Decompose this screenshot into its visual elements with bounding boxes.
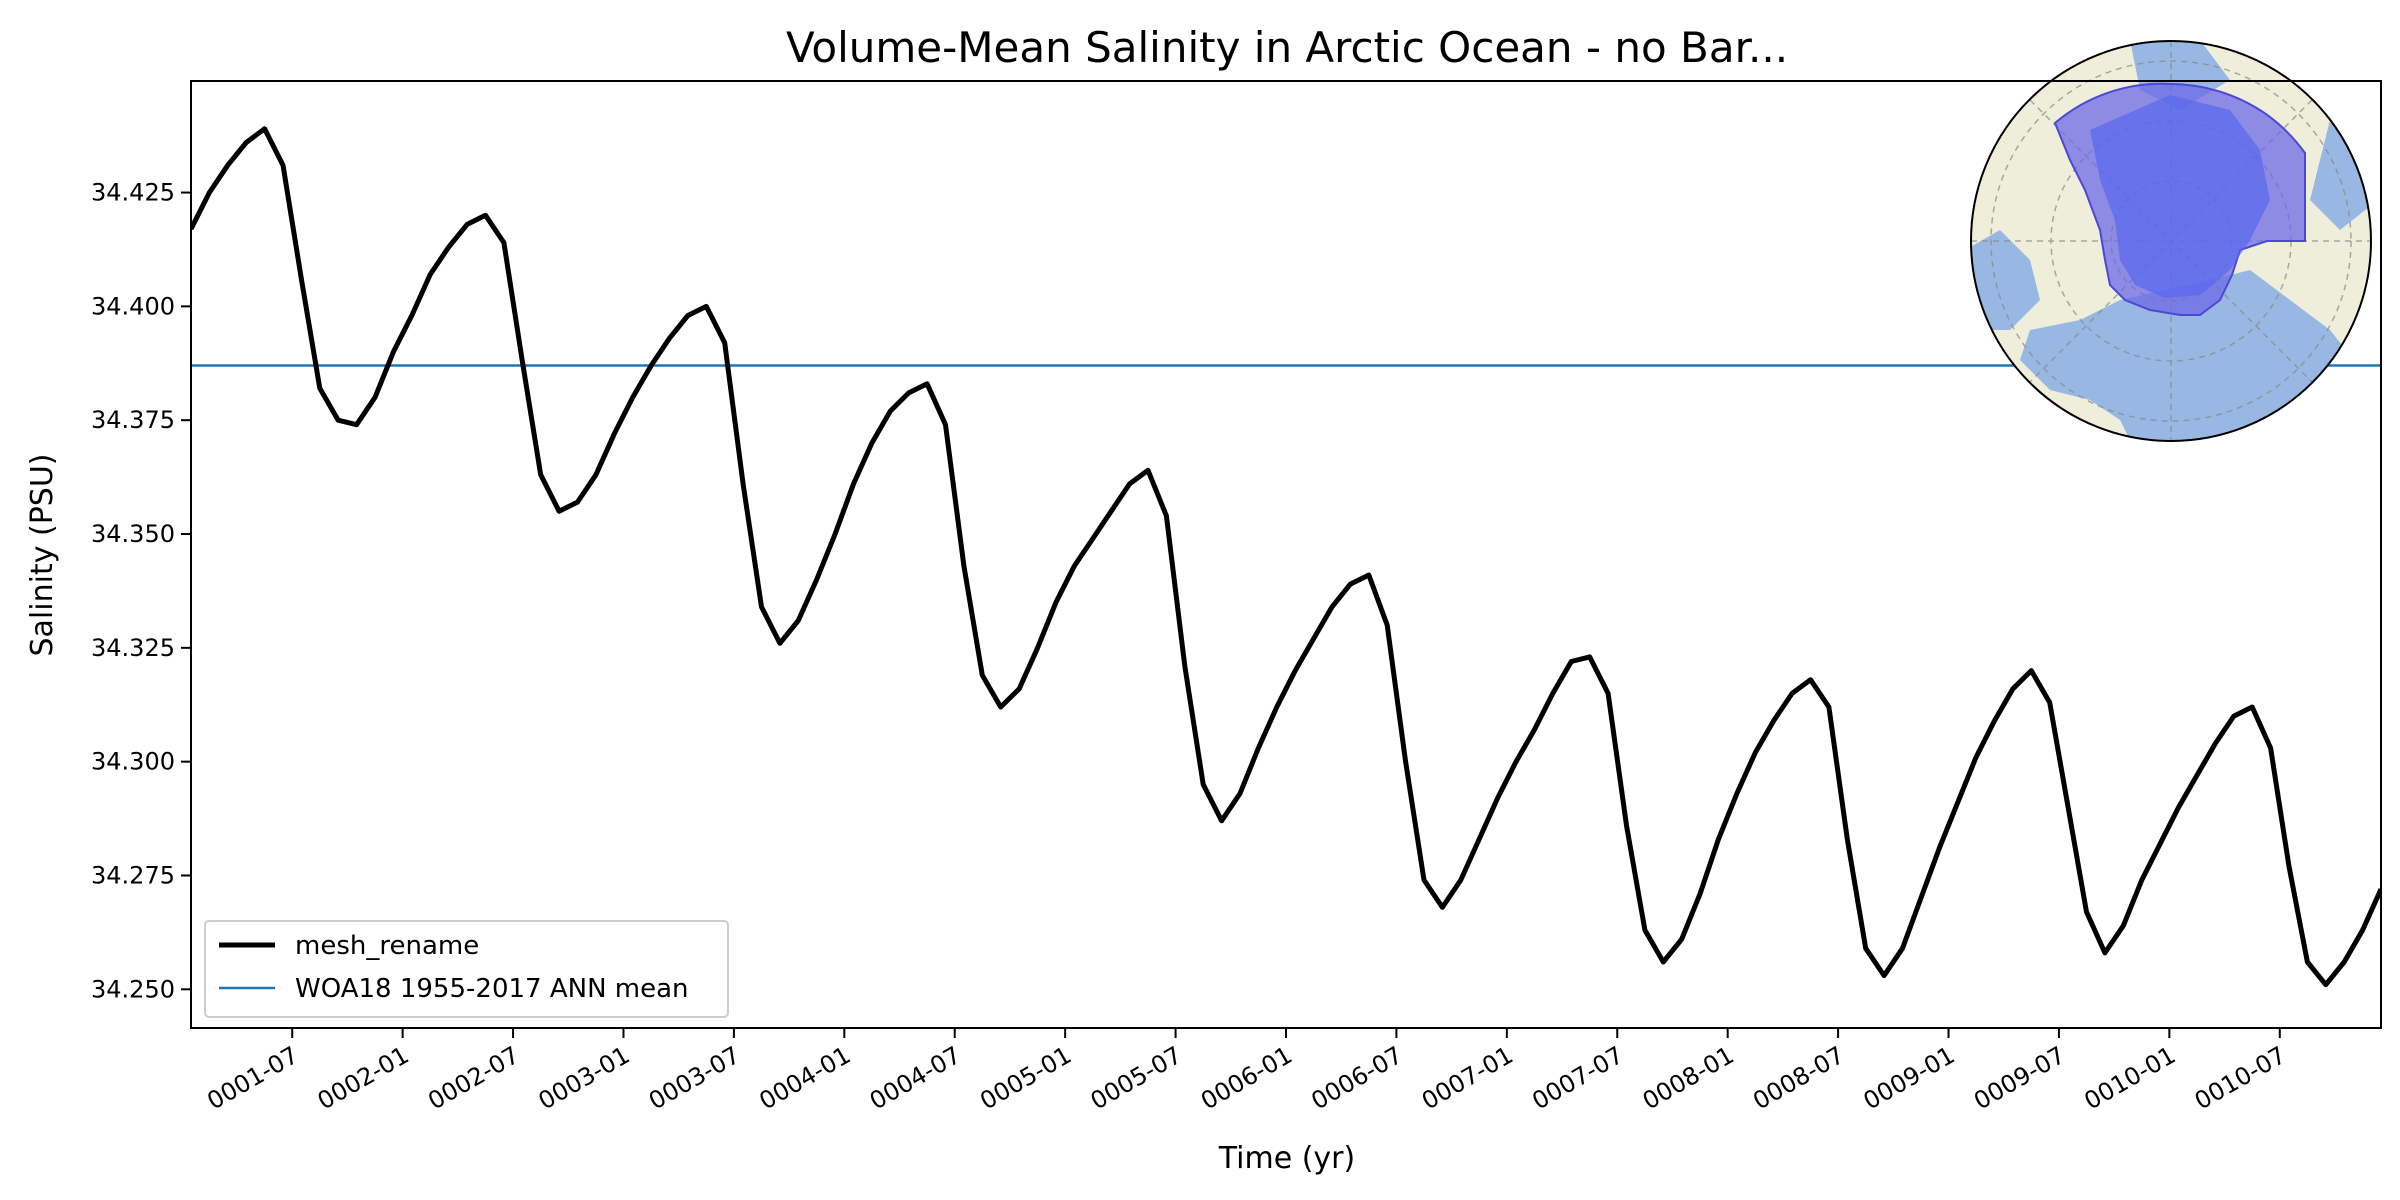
mesh-rename-line — [191, 126, 2381, 988]
chart-title: Volume-Mean Salinity in Arctic Ocean - n… — [786, 23, 1788, 72]
x-axis-label: Time (yr) — [1218, 1141, 1355, 1176]
inset-map-border — [1970, 40, 2372, 442]
legend-label-woa18: WOA18 1955-2017 ANN mean — [295, 974, 689, 1004]
arctic-region-core — [2090, 95, 2270, 298]
legend-label-mesh-rename: mesh_rename — [295, 931, 479, 961]
y-axis-label: Salinity (PSU) — [25, 454, 60, 657]
y-tick-label: 34.375 — [91, 406, 175, 434]
legend-box — [204, 920, 729, 1018]
map-ocean-left — [1971, 230, 2040, 330]
y-tick-label: 34.325 — [91, 634, 175, 662]
y-tick-label: 34.300 — [91, 748, 175, 776]
y-axis: 34.250 34.275 34.300 34.325 34.350 34.375 34.4… — [91, 179, 191, 1003]
y-tick-label: 34.350 — [91, 520, 175, 548]
y-tick-label: 34.400 — [91, 292, 175, 320]
y-tick-label: 34.250 — [91, 975, 175, 1003]
data-lines — [191, 126, 2381, 988]
y-tick-label: 34.425 — [91, 179, 175, 207]
y-tick-label: 34.275 — [91, 861, 175, 889]
legend: mesh_rename WOA18 1955-2017 ANN mean — [204, 920, 729, 1018]
